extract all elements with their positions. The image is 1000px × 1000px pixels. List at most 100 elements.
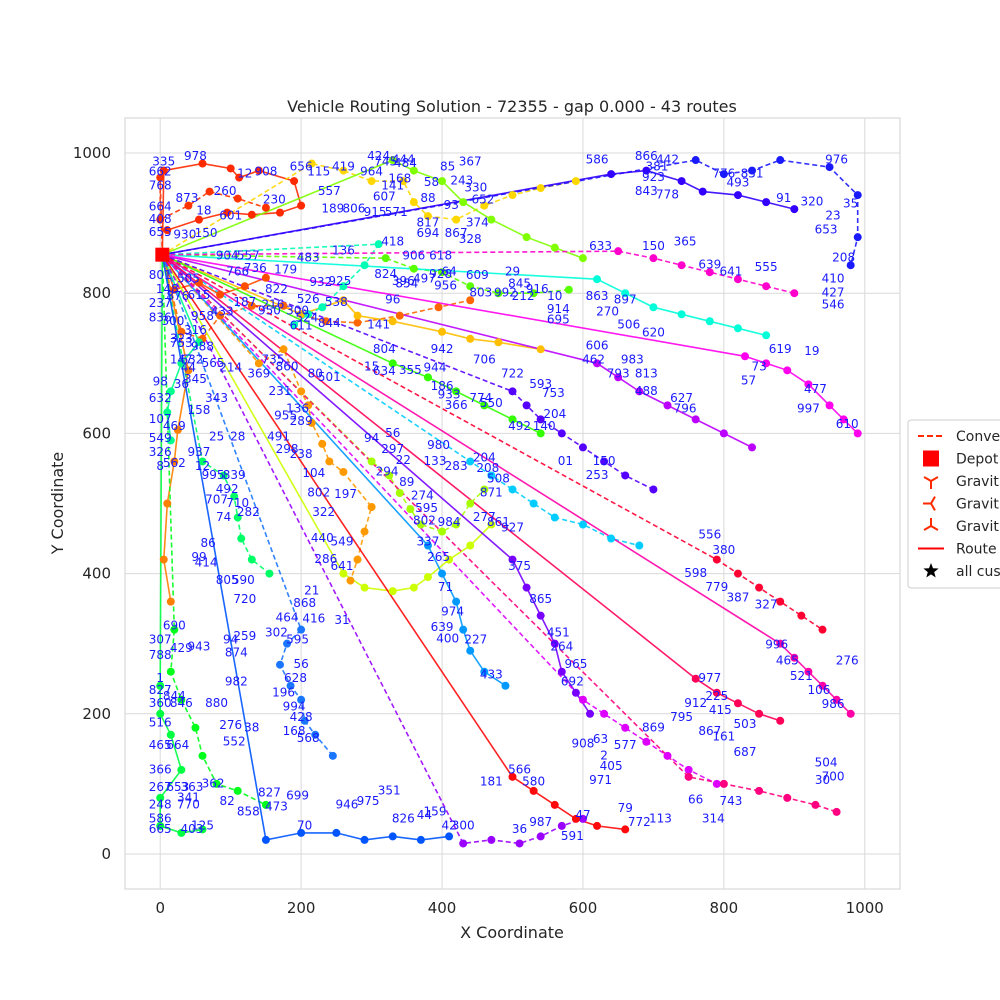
customer-point: [166, 387, 175, 396]
customer-point: [297, 828, 306, 837]
customer-label: 465: [149, 738, 172, 752]
customer-label: 492: [216, 482, 239, 496]
customer-point: [663, 751, 672, 760]
customer-point: [825, 401, 834, 410]
customer-label: 66: [688, 792, 703, 806]
customer-label: 986: [822, 697, 845, 711]
customer-point: [677, 177, 686, 186]
customer-point: [156, 793, 165, 802]
customer-point: [578, 695, 587, 704]
customer-point: [423, 373, 432, 382]
route-line: [161, 162, 577, 256]
route-line: [161, 254, 200, 441]
customer-point: [712, 779, 721, 788]
customer-point: [466, 541, 475, 550]
y-tick-label: 800: [82, 284, 111, 302]
customer-label: 168: [283, 724, 306, 738]
customer-label: 955: [274, 408, 297, 422]
customer-label: 611: [290, 319, 313, 333]
customer-label: 208: [832, 251, 855, 265]
customer-point: [741, 352, 749, 361]
customer-point: [409, 583, 418, 592]
customer-label: 620: [642, 326, 665, 340]
customer-label: 506: [617, 317, 640, 331]
customer-label: 148: [156, 282, 179, 296]
x-tick-label: 200: [287, 899, 316, 917]
customer-label: 19: [804, 344, 819, 358]
customer-point: [755, 583, 764, 592]
customer-label: 298: [276, 442, 299, 456]
route-line: [161, 254, 591, 715]
customer-point: [459, 625, 468, 634]
customer-point: [508, 387, 517, 396]
customer-label: 549: [331, 535, 354, 549]
customer-label: 978: [184, 149, 207, 163]
customer-point: [677, 261, 686, 270]
legend-swatch-stroke: [930, 496, 936, 505]
customer-label: 946: [335, 797, 358, 811]
customer-label: 568: [297, 731, 320, 745]
customer-label: 337: [417, 535, 440, 549]
customer-point: [487, 520, 496, 529]
customer-point: [452, 387, 461, 396]
customer-point: [318, 303, 327, 312]
customer-label: 826: [392, 811, 415, 825]
customer-point: [571, 177, 580, 186]
customer-point: [452, 215, 461, 224]
customer-point: [173, 425, 182, 434]
customer-point: [445, 832, 454, 841]
customer-point: [832, 695, 841, 704]
customer-label: 627: [670, 391, 693, 405]
customer-label: 42: [441, 818, 456, 832]
customer-point: [550, 513, 559, 522]
customer-label: 753: [170, 336, 193, 350]
customer-label: 997: [797, 401, 820, 415]
customer-label: 586: [149, 811, 172, 825]
customer-label: 300: [286, 303, 309, 317]
customer-label: 956: [434, 279, 457, 293]
customer-point: [733, 191, 742, 200]
customer-label: 802: [307, 485, 330, 499]
customer-point: [536, 611, 545, 620]
customer-point: [487, 215, 496, 224]
customer-point: [621, 825, 630, 834]
customer-point: [205, 187, 214, 196]
customer-label: 469: [163, 419, 186, 433]
customer-point: [360, 261, 369, 270]
customer-label: 992: [494, 286, 517, 300]
customer-label: 91: [776, 191, 791, 205]
customer-point: [487, 835, 496, 844]
y-tick-label: 1000: [73, 144, 111, 162]
customer-point: [247, 555, 256, 564]
customer-label: 804: [373, 342, 396, 356]
customer-label: 158: [188, 403, 211, 417]
customer-label: 01: [558, 454, 573, 468]
customer-label: 988: [191, 340, 214, 354]
customer-point: [438, 527, 447, 536]
customer-point: [466, 457, 475, 466]
customer-point: [170, 285, 179, 294]
customer-label: 977: [698, 671, 721, 685]
customer-point: [261, 800, 270, 809]
customer-point: [156, 173, 165, 182]
customer-label: 345: [184, 372, 207, 386]
customer-label: 778: [656, 188, 679, 202]
customer-label: 655: [149, 225, 172, 239]
customer-label: 770: [177, 797, 200, 811]
customer-point: [233, 513, 242, 522]
customer-point: [529, 289, 538, 298]
customer-point: [571, 688, 580, 697]
customer-label: 722: [501, 366, 524, 380]
customer-point: [170, 457, 179, 466]
customer-label: 326: [149, 445, 172, 459]
customer-point: [406, 505, 415, 514]
customer-point: [614, 247, 623, 256]
customer-label: 197: [334, 487, 357, 501]
customer-point: [501, 681, 510, 690]
customer-label: 429: [170, 641, 193, 655]
customer-point: [290, 320, 299, 329]
customer-label: 94: [364, 431, 379, 445]
customer-label: 365: [674, 235, 697, 249]
customer-label: 652: [471, 193, 494, 207]
customer-label: 555: [755, 260, 778, 274]
